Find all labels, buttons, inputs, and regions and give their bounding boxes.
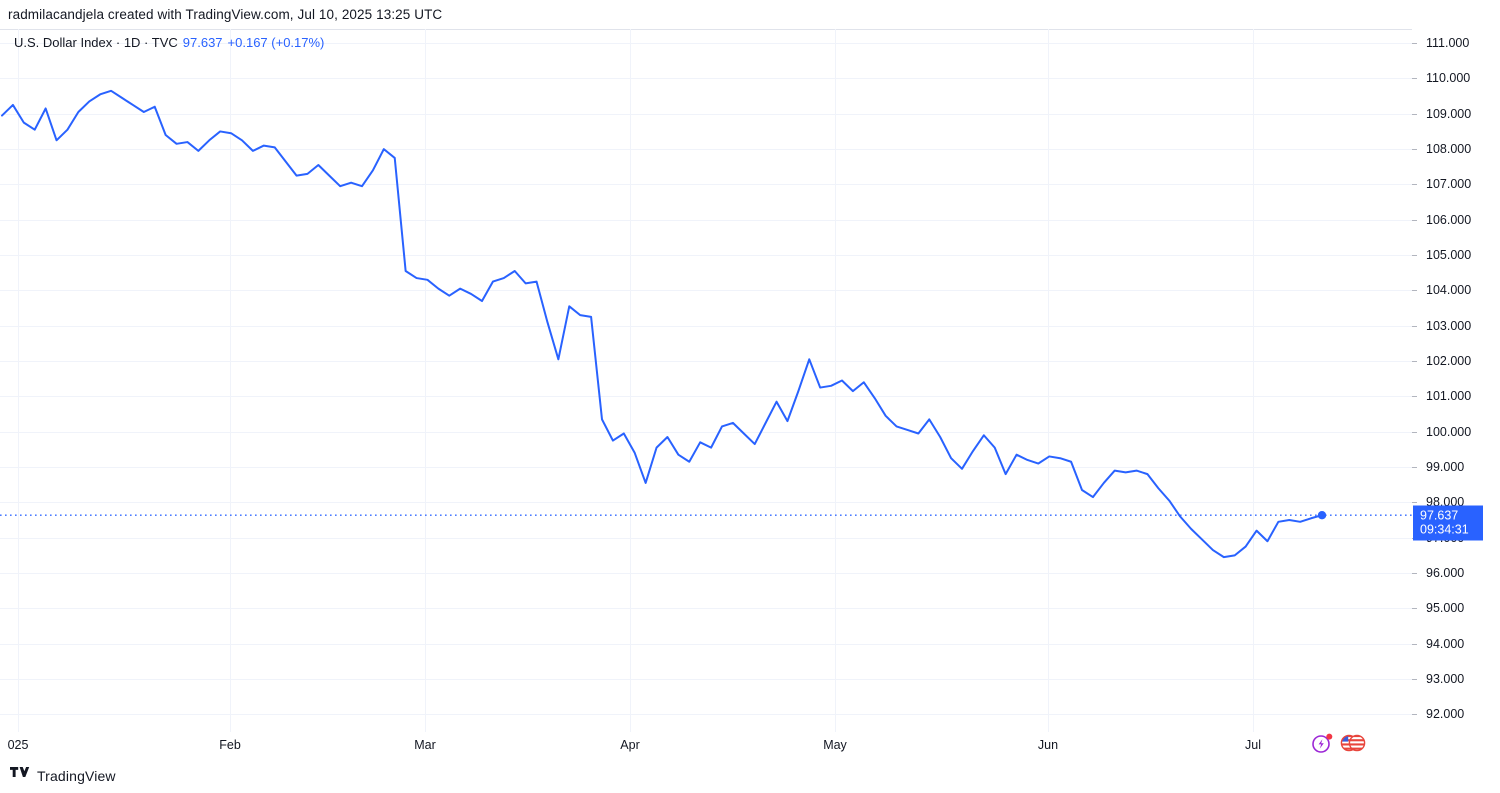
- price-axis-label: 110.000: [1426, 71, 1471, 86]
- price-axis-label: 93.000: [1426, 672, 1465, 686]
- price-axis-label: 92.000: [1426, 707, 1465, 722]
- time-axis-label: 025: [7, 738, 29, 752]
- price-axis-tick: [1412, 502, 1417, 503]
- price-axis-tick: [1412, 714, 1417, 715]
- price-line-series: [0, 89, 1412, 559]
- time-axis-label: Apr: [620, 738, 640, 752]
- time-axis-label: May: [823, 738, 847, 752]
- price-axis-label: 105.000: [1426, 248, 1472, 263]
- price-scale[interactable]: 111.000 110.000 109.000 108.000 107.000 106.0…: [1412, 29, 1500, 732]
- price-axis-label: 101.000: [1426, 389, 1472, 404]
- time-axis-label: Feb: [219, 738, 241, 752]
- price-axis-tick: [1412, 608, 1417, 609]
- footer-brand: TradingView: [10, 766, 116, 785]
- current-price-value: 97.637: [1420, 508, 1459, 523]
- price-axis-label: 99.000: [1426, 460, 1465, 475]
- price-axis-tick: [1412, 184, 1417, 185]
- price-axis-tick: [1412, 326, 1417, 327]
- price-axis-tick: [1412, 78, 1417, 79]
- price-axis-tick: [1412, 149, 1417, 150]
- price-axis-label: 94.000: [1426, 636, 1465, 651]
- price-axis-tick: [1412, 290, 1417, 291]
- price-axis-tick: [1412, 220, 1417, 221]
- legend-last-value: 97.637: [182, 35, 223, 50]
- current-price-time: 09:34:31: [1420, 522, 1469, 537]
- price-axis-label: 108.000: [1426, 142, 1472, 157]
- price-axis-label: 111.000: [1426, 36, 1470, 51]
- plot-area[interactable]: [0, 29, 1412, 732]
- price-axis-tick: [1412, 432, 1417, 433]
- price-axis-tick: [1412, 396, 1417, 397]
- lightning-badge-icon[interactable]: [1311, 732, 1333, 759]
- legend-change: +0.167 (+0.17%): [227, 35, 325, 50]
- price-axis-label: 100.000: [1426, 424, 1472, 439]
- plot-top-border: [0, 29, 1412, 30]
- tradingview-logo-icon: [10, 766, 30, 785]
- chart-frame: U.S. Dollar Index · 1D · TVC 97.637 +0.167…: [0, 29, 1500, 753]
- time-axis-label: Mar: [414, 738, 436, 752]
- footer-brand-text: TradingView: [37, 767, 116, 784]
- price-axis-label: 106.000: [1426, 212, 1472, 227]
- price-axis-tick: [1412, 114, 1417, 115]
- price-axis-label: 102.000: [1426, 354, 1472, 369]
- time-axis-label: Jun: [1037, 738, 1059, 752]
- price-axis-label: 103.000: [1426, 318, 1472, 333]
- chart-badges: [1311, 732, 1366, 759]
- legend-symbol: U.S. Dollar Index · 1D · TVC: [14, 35, 178, 50]
- time-scale[interactable]: 025 Feb Mar Apr May Jun Jul: [0, 732, 1500, 761]
- price-axis-tick: [1412, 361, 1417, 362]
- price-axis-label: 95.000: [1426, 601, 1465, 616]
- current-price-tag[interactable]: 97.637 09:34:31: [1413, 505, 1483, 541]
- chart-legend[interactable]: U.S. Dollar Index · 1D · TVC 97.637 +0.167…: [14, 35, 324, 51]
- price-axis-tick: [1412, 43, 1417, 44]
- price-axis-label: 109.000: [1426, 106, 1472, 121]
- price-axis-label: 96.000: [1426, 566, 1465, 581]
- us-flag-badge-icon[interactable]: [1340, 732, 1366, 759]
- price-axis-label: 104.000: [1426, 283, 1472, 298]
- attribution-text: radmilacandjela created with TradingView…: [8, 7, 443, 22]
- price-axis-tick: [1412, 255, 1417, 256]
- time-axis-label: Jul: [1245, 738, 1261, 752]
- price-axis-tick: [1412, 644, 1417, 645]
- price-axis-tick: [1412, 573, 1417, 574]
- price-axis-label: 107.000: [1426, 177, 1472, 192]
- price-axis-tick: [1412, 679, 1417, 680]
- price-axis-tick: [1412, 467, 1417, 468]
- grid-layer: [0, 29, 1412, 732]
